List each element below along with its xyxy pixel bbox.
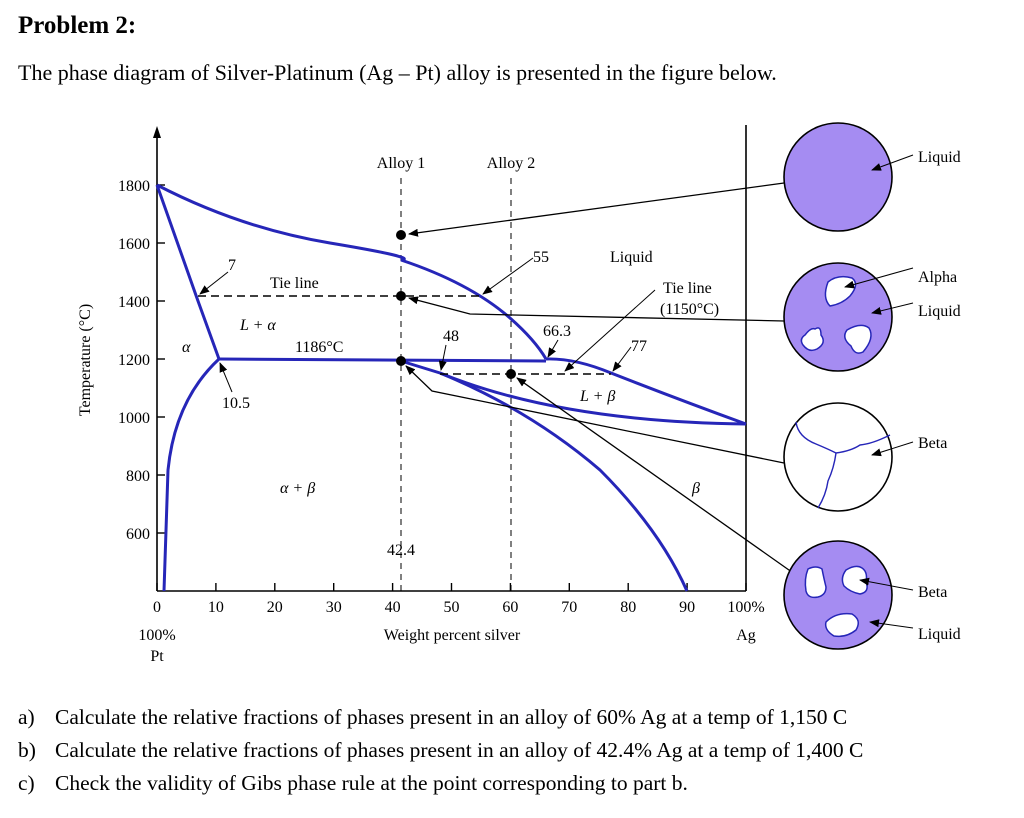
y-tick-label: 1600: [118, 236, 150, 253]
region-beta: β: [691, 480, 700, 497]
x-tick-label: 10: [208, 599, 224, 616]
question-text: Calculate the relative fractions of phas…: [55, 705, 848, 729]
y-tick-label: 1800: [118, 178, 150, 195]
point-alloy1-tie: [396, 291, 406, 301]
beta-solidus: [400, 359, 747, 426]
micro-label-alpha: Alpha: [918, 269, 957, 286]
y-tick-label: 1400: [118, 294, 150, 311]
label-1186: 1186°C: [295, 339, 343, 356]
microstructure-beta-liquid: Beta Liquid: [783, 540, 961, 650]
label-7: 7: [228, 257, 236, 274]
phase-boundaries: [155, 183, 747, 592]
question-c: c) Check the validity of Gibs phase rule …: [18, 771, 688, 796]
region-alpha-beta: α + β: [280, 480, 315, 497]
label-55: 55: [533, 249, 549, 266]
label-48: 48: [443, 328, 459, 345]
liquidus-beta: [545, 357, 747, 426]
question-b: b) Calculate the relative fractions of ph…: [18, 738, 863, 763]
x-tick-label: 80: [620, 599, 636, 616]
microstructure-liquid: Liquid: [783, 122, 961, 232]
micro-label-beta-2: Beta: [918, 584, 947, 601]
region-liquid: Liquid: [610, 249, 653, 266]
problem-intro: The phase diagram of Silver-Platinum (Ag…: [18, 60, 777, 85]
x-tick-label: 40: [385, 599, 401, 616]
point-alloy1-eutectic: [396, 356, 406, 366]
left-end-element: Pt: [150, 648, 164, 665]
pointer-beta-liquid: [516, 377, 797, 576]
question-text: Calculate the relative fractions of phas…: [55, 738, 864, 762]
y-tick-label: 1200: [118, 352, 150, 369]
x-tick-label: 50: [444, 599, 460, 616]
question-label: c): [18, 771, 35, 795]
label-tie-temp: (1150°C): [660, 301, 719, 318]
micro-label-liquid-2: Liquid: [918, 303, 961, 320]
point-alloy1-liquid: [396, 230, 406, 240]
y-axis-label: Temperature (°C): [77, 304, 94, 416]
alloy-1-label: Alloy 1: [377, 155, 425, 172]
label-77: 77: [631, 338, 647, 355]
x-tick-label: 90: [679, 599, 695, 616]
pointer-liquid: [408, 182, 785, 237]
micro-label-liquid: Liquid: [918, 149, 961, 166]
point-alloy2-tie: [506, 369, 516, 379]
region-l-beta: L + β: [579, 388, 615, 405]
label-10-5: 10.5: [222, 395, 250, 412]
microstructure-beta: Beta: [783, 402, 947, 512]
label-tie-line-2: Tie line: [663, 280, 712, 297]
alloy-2-label: Alloy 2: [487, 155, 535, 172]
x-tick-label: 30: [326, 599, 342, 616]
x-tick-label: 20: [267, 599, 283, 616]
x-axis-label: Weight percent silver: [384, 627, 521, 644]
label-66-3: 66.3: [543, 323, 571, 340]
region-l-alpha: L + α: [239, 317, 276, 334]
label-42-4: 42.4: [387, 542, 415, 559]
y-axis-arrow-icon: [153, 126, 161, 138]
region-alpha: α: [182, 339, 191, 356]
liquidus-alpha: [156, 183, 548, 360]
alpha-solvus: [162, 357, 221, 592]
x-tick-label: 0: [153, 599, 161, 616]
x-tick-label: 100%: [727, 599, 764, 616]
y-tick-label: 1000: [118, 410, 150, 427]
micro-label-liquid-3: Liquid: [918, 626, 961, 643]
left-end-pct: 100%: [138, 627, 175, 644]
microstructure-alpha-liquid: Alpha Liquid: [783, 262, 961, 372]
question-text: Check the validity of Gibs phase rule at…: [55, 771, 688, 795]
x-tick-label: 60: [502, 599, 518, 616]
right-end-element: Ag: [736, 627, 756, 644]
question-label: a): [18, 705, 35, 729]
pointer-alpha-liquid: [408, 296, 785, 322]
beta-solvus: [439, 371, 689, 592]
pointer-beta: [405, 365, 785, 464]
question-a: a) Calculate the relative fractions of ph…: [18, 705, 847, 730]
eutectic-line: [218, 357, 547, 363]
y-tick-label: 800: [126, 468, 150, 485]
y-tick-label: 600: [126, 526, 150, 543]
x-tick-label: 70: [561, 599, 577, 616]
label-tie-line: Tie line: [270, 275, 319, 292]
micro-label-beta: Beta: [918, 435, 947, 452]
problem-title: Problem 2:: [18, 12, 137, 39]
alpha-solidus: [155, 184, 221, 360]
question-label: b): [18, 738, 36, 762]
